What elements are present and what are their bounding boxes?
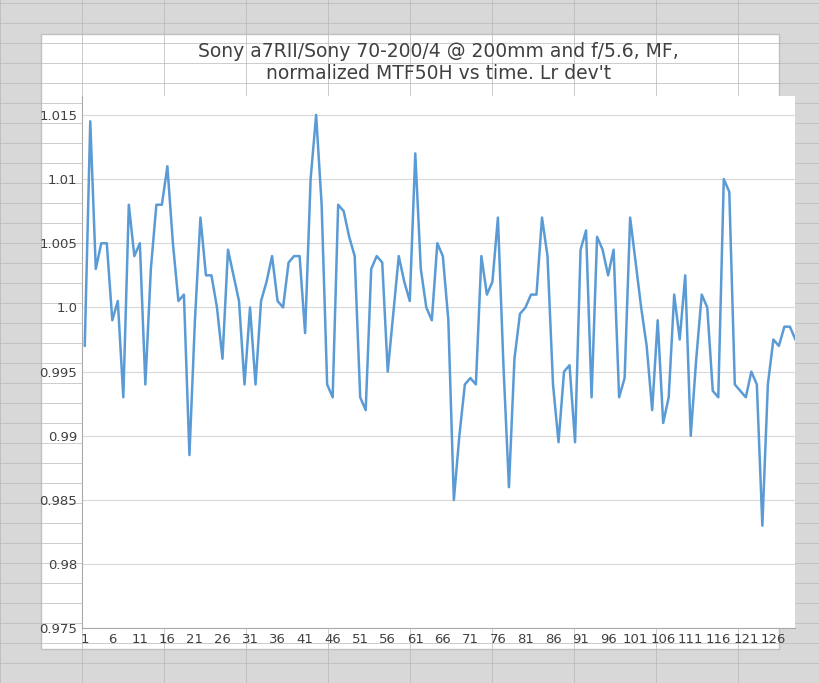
Title: Sony a7RII/Sony 70-200/4 @ 200mm and f/5.6, MF,
normalized MTF50H vs time. Lr de: Sony a7RII/Sony 70-200/4 @ 200mm and f/5… bbox=[198, 42, 678, 83]
FancyBboxPatch shape bbox=[41, 34, 778, 649]
